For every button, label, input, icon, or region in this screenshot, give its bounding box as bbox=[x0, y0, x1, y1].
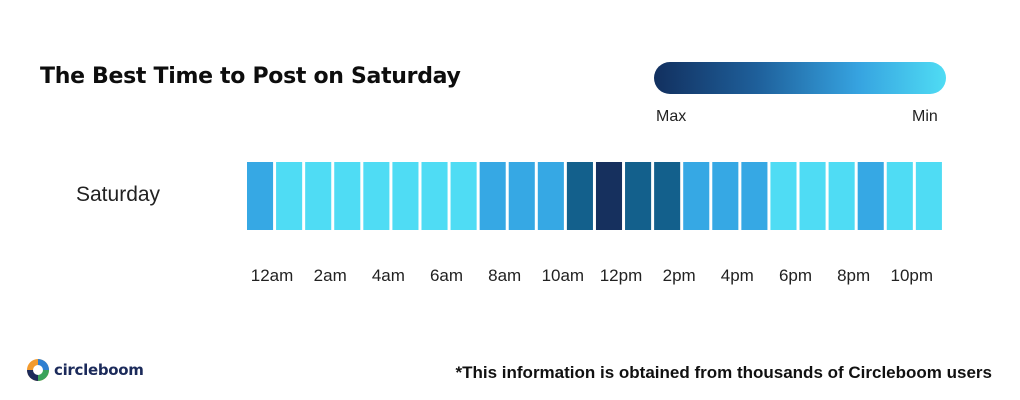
heatmap-cell-5am bbox=[392, 162, 419, 230]
x-tick-label: 8pm bbox=[837, 266, 870, 285]
heatmap-cell-7am bbox=[450, 162, 477, 230]
heatmap-cell-10pm bbox=[886, 162, 913, 230]
x-tick-label: 2pm bbox=[663, 266, 696, 285]
x-tick-label: 6am bbox=[430, 266, 463, 285]
heatmap-cell-12am bbox=[247, 162, 274, 230]
heatmap-cell-3pm bbox=[683, 162, 710, 230]
legend-max-label: Max bbox=[656, 108, 687, 125]
heatmap-cell-9am bbox=[508, 162, 535, 230]
heatmap-cell-8am bbox=[479, 162, 506, 230]
chart-title: The Best Time to Post on Saturday bbox=[40, 64, 461, 89]
heatmap-cell-10am bbox=[537, 162, 564, 230]
heatmap-cell-7pm bbox=[799, 162, 826, 230]
x-tick-label: 4am bbox=[372, 266, 405, 285]
heatmap-cell-1am bbox=[276, 162, 303, 230]
footer-note: *This information is obtained from thous… bbox=[455, 363, 993, 382]
heatmap-cell-2pm bbox=[654, 162, 681, 230]
heatmap-cell-3am bbox=[334, 162, 361, 230]
heatmap-cell-8pm bbox=[828, 162, 855, 230]
heatmap-cell-4am bbox=[363, 162, 390, 230]
x-tick-label: 8am bbox=[488, 266, 521, 285]
heatmap-cell-6am bbox=[421, 162, 448, 230]
heatmap-cell-11am bbox=[566, 162, 593, 230]
x-tick-label: 12am bbox=[251, 266, 294, 285]
x-tick-label: 10pm bbox=[891, 266, 934, 285]
x-tick-label: 10am bbox=[542, 266, 585, 285]
color-scale-legend bbox=[654, 62, 946, 94]
heatmap-cell-5pm bbox=[741, 162, 768, 230]
heatmap-cell-9pm bbox=[857, 162, 884, 230]
heatmap-cell-6pm bbox=[770, 162, 797, 230]
heatmap-cell-1pm bbox=[625, 162, 652, 230]
heatmap-cell-4pm bbox=[712, 162, 739, 230]
circleboom-logo-icon bbox=[27, 359, 49, 381]
x-tick-label: 4pm bbox=[721, 266, 754, 285]
row-label-saturday: Saturday bbox=[76, 183, 161, 206]
heatmap-cell-12pm bbox=[595, 162, 623, 230]
heatmap-cell-11pm bbox=[915, 162, 942, 230]
heatmap-cell-2am bbox=[305, 162, 332, 230]
circleboom-logo-text: circleboom bbox=[54, 361, 144, 379]
legend-min-label: Min bbox=[912, 108, 938, 125]
x-tick-label: 12pm bbox=[600, 266, 643, 285]
circleboom-logo: circleboom bbox=[26, 358, 144, 382]
x-tick-label: 2am bbox=[314, 266, 347, 285]
x-tick-label: 6pm bbox=[779, 266, 812, 285]
